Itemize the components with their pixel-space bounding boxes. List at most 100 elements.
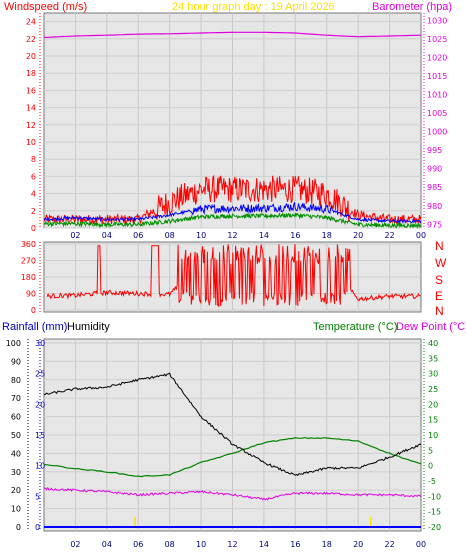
compass-labels: N W S E N: [435, 239, 447, 318]
axis-labels: 0202040406060808101012121414161618182020…: [6, 13, 447, 549]
x-tick-bottom-02: 02: [70, 540, 80, 549]
hum-tick-80: 80: [11, 376, 21, 385]
compass-e: E: [435, 289, 443, 303]
temp-tick-0: 0: [428, 462, 433, 471]
wind-tick-2: 2: [31, 207, 36, 216]
temp-tick-5: 5: [428, 446, 433, 455]
baro-tick-1025: 1025: [427, 35, 447, 44]
x-tick-top-14: 14: [259, 231, 269, 240]
compass-n-top: N: [435, 239, 444, 253]
barometer-axis-label: Barometer (hpa): [372, 1, 452, 13]
wind-average-line: [43, 201, 422, 224]
dir-tick-90: 90: [26, 290, 36, 299]
rain-tick-10: 10: [35, 462, 45, 471]
x-tick-top-00: 00: [416, 231, 426, 240]
x-tick-top-22: 22: [384, 231, 394, 240]
baro-tick-990: 990: [427, 165, 442, 174]
wind-tick-22: 22: [26, 35, 36, 44]
chart-title: 24 hour graph day : 19 April 2026: [172, 1, 335, 13]
temp-tick-30: 30: [428, 370, 438, 379]
hum-tick-10: 10: [11, 505, 21, 514]
x-tick-bottom-20: 20: [353, 540, 363, 549]
temp-tick-40: 40: [428, 339, 438, 348]
baro-tick-1020: 1020: [427, 53, 447, 62]
wind-tick-12: 12: [26, 121, 36, 130]
wind-tick-20: 20: [26, 52, 36, 61]
temp-tick-35: 35: [428, 354, 438, 363]
rain-tick-0: 0: [35, 523, 40, 532]
hum-tick-100: 100: [6, 339, 21, 348]
hum-tick-30: 30: [11, 468, 21, 477]
hum-tick-70: 70: [11, 394, 21, 403]
rain-tick-20: 20: [35, 400, 45, 409]
temp-tick-15: 15: [428, 416, 438, 425]
x-tick-top-08: 08: [165, 231, 175, 240]
rain-tick-30: 30: [35, 339, 45, 348]
hum-tick-50: 50: [11, 431, 21, 440]
wind-tick-16: 16: [26, 86, 36, 95]
temperature-line: [43, 436, 422, 478]
x-tick-top-10: 10: [196, 231, 206, 240]
x-tick-top-18: 18: [322, 231, 332, 240]
temp-tick--5: -5: [428, 477, 436, 486]
temperature-label: Temperature (°C): [313, 321, 397, 333]
baro-tick-1010: 1010: [427, 91, 447, 100]
hum-tick-40: 40: [11, 449, 21, 458]
dir-tick-360: 360: [21, 240, 36, 249]
compass-s: S: [435, 273, 443, 287]
rain-tick-5: 5: [35, 492, 40, 501]
baro-tick-980: 980: [427, 202, 442, 211]
wind-tick-10: 10: [26, 138, 36, 147]
humidity-line: [43, 372, 422, 477]
baro-tick-995: 995: [427, 146, 442, 155]
x-tick-top-02: 02: [70, 231, 80, 240]
baro-tick-985: 985: [427, 183, 442, 192]
hum-tick-90: 90: [11, 357, 21, 366]
rainfall-label: Rainfall (mm): [2, 321, 67, 333]
temp-tick--10: -10: [428, 492, 441, 501]
temp-tick-25: 25: [428, 385, 438, 394]
x-tick-bottom-16: 16: [290, 540, 300, 549]
dir-tick-270: 270: [21, 257, 36, 266]
wind-tick-14: 14: [26, 104, 36, 113]
temp-tick-10: 10: [428, 431, 438, 440]
wind-tick-18: 18: [26, 69, 36, 78]
wind-tick-8: 8: [31, 155, 36, 164]
x-tick-bottom-10: 10: [196, 540, 206, 549]
baro-tick-1005: 1005: [427, 109, 447, 118]
plot-series: [43, 31, 422, 528]
x-tick-bottom-22: 22: [384, 540, 394, 549]
wind-tick-24: 24: [26, 18, 36, 27]
rain-tick-25: 25: [35, 370, 45, 379]
wind-tick-0: 0: [31, 224, 36, 233]
x-tick-top-20: 20: [353, 231, 363, 240]
dir-tick-180: 180: [21, 273, 36, 282]
windspeed-axis-label: Windspeed (m/s): [4, 1, 87, 13]
wind-low-line: [43, 211, 422, 229]
compass-n-bottom: N: [435, 304, 444, 318]
temp-tick--15: -15: [428, 508, 441, 517]
x-tick-bottom-08: 08: [165, 540, 175, 549]
humidity-label: Humidity: [67, 321, 110, 333]
temp-tick-20: 20: [428, 400, 438, 409]
dewpoint-line: [44, 486, 422, 501]
hum-tick-20: 20: [11, 486, 21, 495]
wind-tick-4: 4: [31, 190, 36, 199]
baro-tick-1000: 1000: [427, 128, 447, 137]
x-tick-top-12: 12: [227, 231, 237, 240]
x-tick-bottom-12: 12: [227, 540, 237, 549]
temp-tick--20: -20: [428, 523, 441, 532]
baro-tick-975: 975: [427, 220, 442, 229]
hum-tick-60: 60: [11, 413, 21, 422]
x-tick-bottom-06: 06: [133, 540, 143, 549]
x-tick-bottom-14: 14: [259, 540, 269, 549]
wind-direction-line: [46, 244, 421, 308]
x-tick-top-04: 04: [102, 231, 112, 240]
x-tick-bottom-04: 04: [102, 540, 112, 549]
x-tick-bottom-18: 18: [322, 540, 332, 549]
x-tick-bottom-00: 00: [416, 540, 426, 549]
baro-tick-1030: 1030: [427, 16, 447, 25]
hum-tick-0: 0: [16, 523, 21, 532]
barometer-line: [43, 31, 422, 39]
